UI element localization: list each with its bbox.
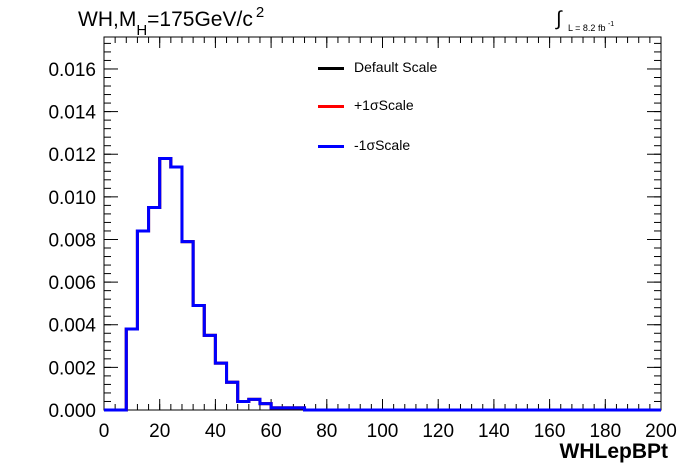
y-tick-label: 0.012 [48, 145, 96, 166]
legend-entry-minus1sigma: -1σScale [318, 135, 410, 155]
legend-swatch-plus1sigma [318, 104, 344, 108]
x-tick-label: 120 [422, 421, 454, 442]
x-tick-label: 20 [149, 421, 170, 442]
y-tick-label: 0.010 [48, 188, 96, 209]
y-tick-label: 0.014 [48, 103, 96, 124]
series-plus1sigma-line [104, 156, 661, 412]
plot-frame [103, 36, 662, 411]
x-tick-label: 40 [205, 421, 226, 442]
x-tick-label: 80 [316, 421, 337, 442]
y-tick-label: 0.008 [48, 230, 96, 251]
legend-entry-default: Default Scale [318, 57, 437, 77]
chart-title: WH,MH=175GeV/c 2 [78, 4, 265, 39]
legend-swatch-minus1sigma [318, 144, 344, 148]
y-axis: 0.000 0.002 0.004 0.006 0.008 0.010 0.012 0.014… [48, 42, 661, 422]
y-tick-label: 0.002 [48, 358, 96, 379]
y-tick-label: 0.016 [48, 60, 96, 81]
x-tick-label: 160 [534, 421, 566, 442]
x-tick-label: 140 [478, 421, 510, 442]
series-group [104, 156, 661, 412]
x-tick-label: 180 [589, 421, 621, 442]
x-tick-label: 100 [367, 421, 399, 442]
x-tick-label: 60 [261, 421, 282, 442]
x-axis: 0 20 40 60 80 100 120 140 160 180 200 [99, 37, 677, 442]
integral-icon: ∫ [556, 8, 562, 30]
series-minus1sigma-line [104, 156, 661, 412]
x-tick-label: 0 [99, 421, 110, 442]
legend-swatch-default [318, 66, 344, 70]
x-tick-label: 200 [645, 421, 677, 442]
x-axis-label: WHLepBPt [559, 440, 669, 463]
series-default-line [104, 156, 661, 412]
y-tick-label: 0.000 [48, 401, 96, 422]
y-tick-label: 0.006 [48, 273, 96, 294]
legend-entry-plus1sigma: +1σScale [318, 95, 414, 115]
y-tick-label: 0.004 [48, 316, 96, 337]
